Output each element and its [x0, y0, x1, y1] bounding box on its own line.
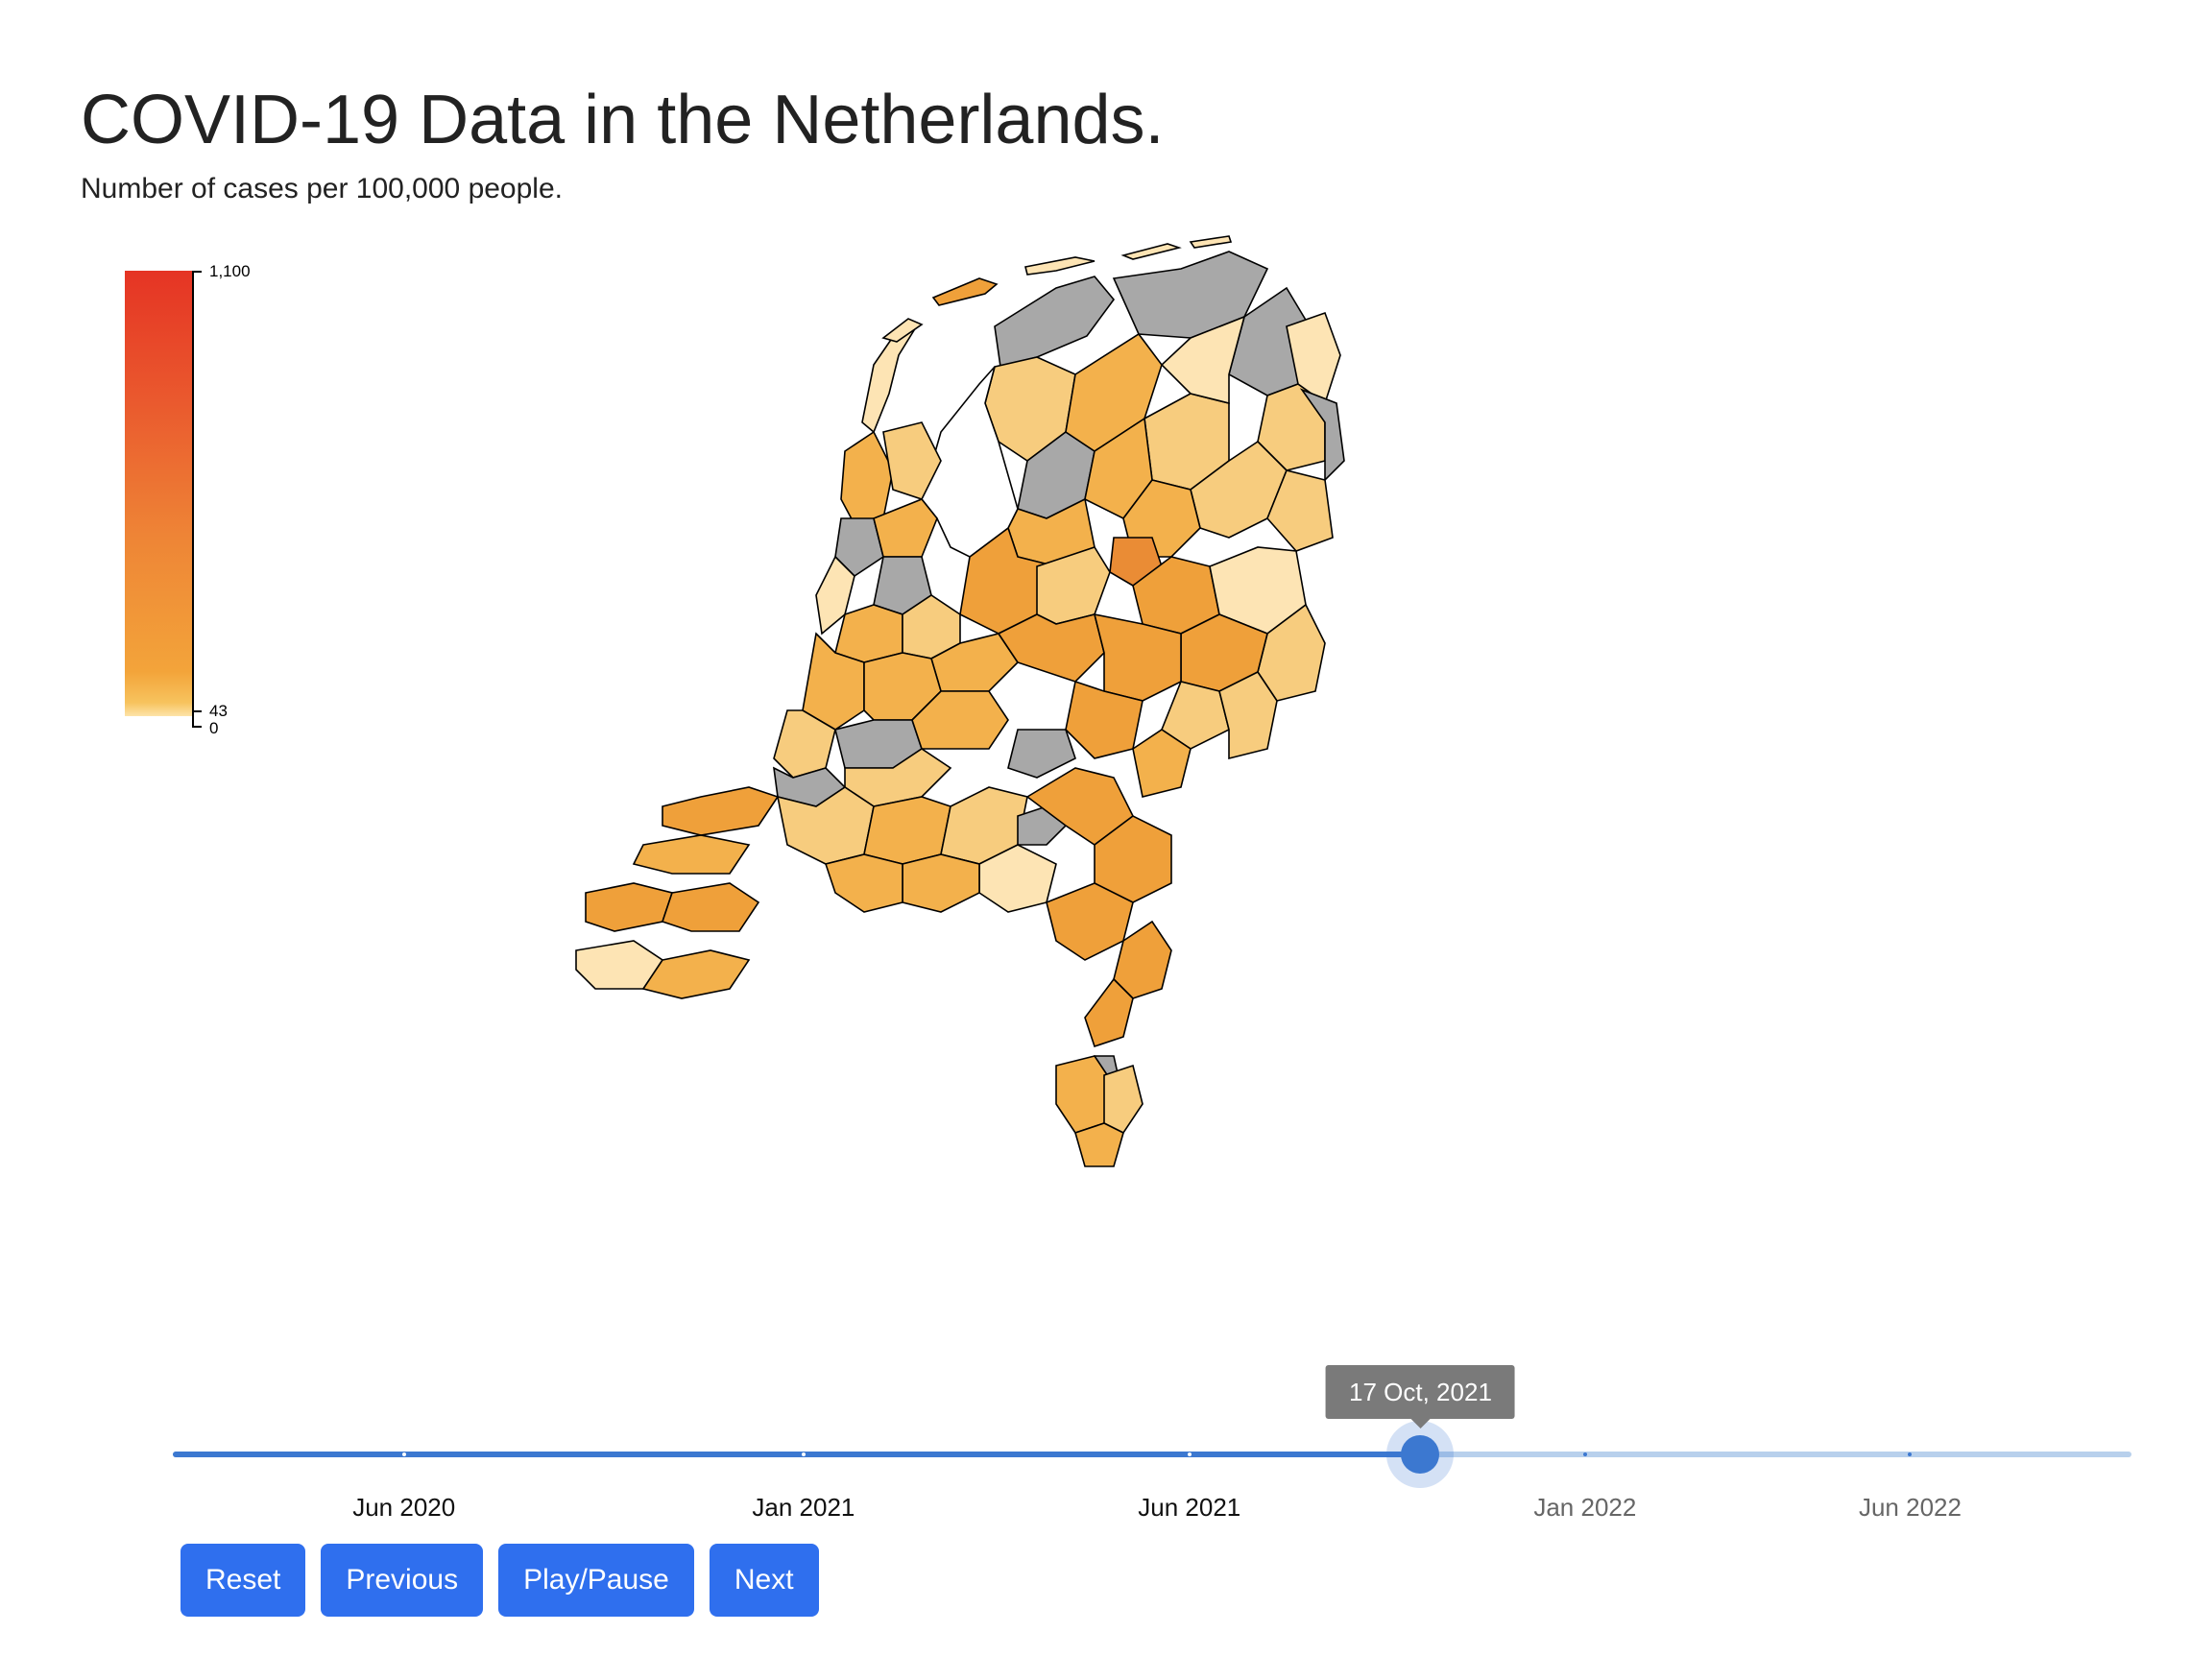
play-pause-button[interactable]: Play/Pause	[498, 1544, 694, 1617]
slider-tick-label: Jan 2021	[752, 1493, 855, 1522]
legend-tick-max	[192, 271, 202, 273]
region-ze-4[interactable]	[661, 882, 760, 932]
region-nh-4[interactable]	[873, 498, 938, 558]
page-title: COVID-19 Data in the Netherlands.	[81, 82, 1165, 158]
slider-tick-label: Jun 2021	[1138, 1493, 1241, 1522]
region-ne-6[interactable]	[1299, 388, 1345, 482]
slider-tick-label: Jun 2020	[352, 1493, 456, 1522]
region-ze-1[interactable]	[662, 786, 780, 836]
slider-track-fill	[173, 1452, 1421, 1457]
region-texel[interactable]	[931, 277, 999, 306]
region-nh-2[interactable]	[882, 421, 942, 500]
slider-tick-dot	[1187, 1452, 1192, 1456]
region-nh-7[interactable]	[834, 604, 903, 663]
page-subtitle: Number of cases per 100,000 people.	[81, 173, 563, 204]
color-legend: 1,100 43 0	[115, 259, 307, 739]
region-north-holland-island[interactable]	[861, 328, 916, 434]
region-dr-2[interactable]	[1266, 469, 1334, 552]
region-gl-3[interactable]	[1161, 681, 1230, 750]
region-gl-7[interactable]	[1007, 729, 1076, 779]
region-vlieland[interactable]	[1024, 256, 1096, 276]
legend-label-mid: 43	[209, 702, 228, 720]
next-button[interactable]: Next	[709, 1544, 819, 1617]
region-terschelling[interactable]	[1120, 243, 1182, 260]
previous-button[interactable]: Previous	[321, 1544, 484, 1617]
region-gl-5[interactable]	[1218, 670, 1278, 760]
legend-tick-min	[192, 726, 202, 728]
slider-tick-dot	[801, 1452, 806, 1456]
region-wieringen[interactable]	[881, 318, 924, 343]
slider-track[interactable]	[173, 1452, 2131, 1457]
region-nh-3[interactable]	[834, 517, 884, 578]
slider-tick-dot	[401, 1452, 406, 1456]
playback-controls: Reset Previous Play/Pause Next	[181, 1544, 819, 1617]
region-nb-9[interactable]	[824, 853, 903, 913]
region-ne-5[interactable]	[1286, 311, 1341, 405]
slider-tick-dot	[1582, 1452, 1587, 1456]
region-nb-2[interactable]	[863, 796, 951, 865]
legend-tick-mid	[192, 710, 202, 712]
region-gl-6[interactable]	[1132, 729, 1192, 798]
region-ze-3[interactable]	[585, 882, 674, 932]
legend-label-min: 0	[209, 719, 219, 737]
region-li-2[interactable]	[1084, 977, 1134, 1048]
region-ne-1[interactable]	[994, 276, 1116, 369]
region-ze-6[interactable]	[641, 949, 751, 999]
region-li-5[interactable]	[1103, 1064, 1144, 1135]
slider-tick-label: Jan 2022	[1533, 1493, 1637, 1522]
region-ze-2[interactable]	[632, 834, 751, 875]
slider-thumb[interactable]	[1401, 1435, 1440, 1474]
legend-axis	[192, 271, 194, 728]
netherlands-map	[575, 235, 1345, 1167]
region-li-6[interactable]	[1074, 1122, 1124, 1167]
region-zh-5[interactable]	[911, 690, 1009, 750]
region-ameland[interactable]	[1189, 235, 1233, 249]
date-slider[interactable]: 17 Oct, 2021 Jun 2020 Jan 2021 Jun 2021 Jan…	[173, 1344, 2131, 1536]
slider-tick-dot	[1908, 1452, 1913, 1456]
region-ne-2[interactable]	[1112, 251, 1269, 339]
legend-gradient-bar	[125, 271, 192, 716]
legend-label-max: 1,100	[209, 262, 251, 280]
reset-button[interactable]: Reset	[181, 1544, 306, 1617]
region-gl-2[interactable]	[1093, 612, 1182, 702]
slider-tick-label: Jun 2022	[1858, 1493, 1962, 1522]
date-tooltip: 17 Oct, 2021	[1326, 1365, 1515, 1419]
region-nb-8[interactable]	[902, 853, 980, 913]
region-gr-1[interactable]	[1160, 315, 1246, 405]
